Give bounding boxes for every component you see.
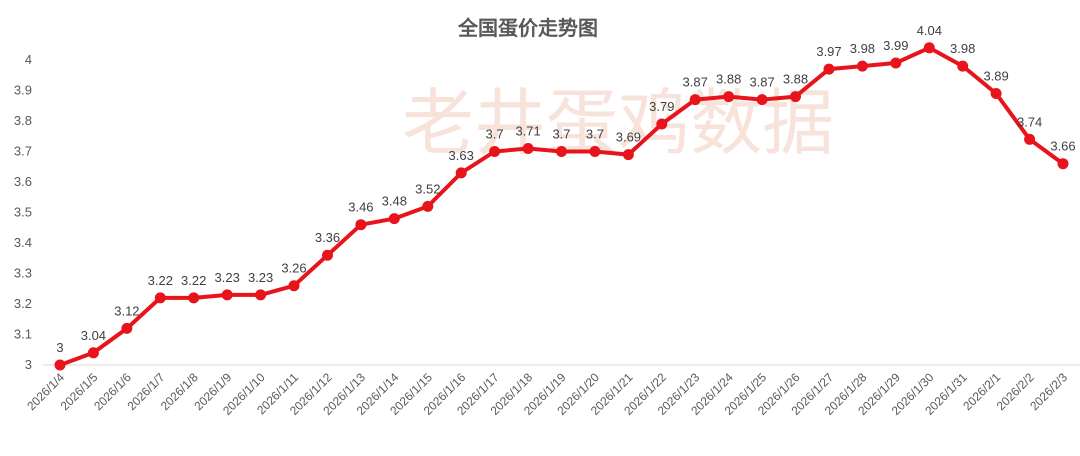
- data-point: [422, 200, 434, 212]
- y-tick-label: 3: [25, 357, 32, 372]
- y-tick-label: 3.9: [14, 83, 32, 98]
- data-label: 3.63: [449, 148, 474, 163]
- data-label: 3.88: [716, 72, 741, 87]
- data-point: [322, 249, 333, 261]
- data-label: 3.36: [315, 230, 340, 245]
- data-label: 3.87: [683, 75, 708, 90]
- data-label: 3.26: [281, 261, 306, 276]
- y-tick-label: 3.1: [14, 327, 32, 342]
- data-point: [355, 219, 367, 231]
- data-label: 3.66: [1050, 139, 1075, 154]
- y-tick-label: 3.3: [14, 266, 32, 281]
- data-point: [957, 60, 969, 72]
- plot-area: 3 3.04 3.12 3.22 3.22 3.23 3.23 3.26 3.36 3.46 3.4…: [54, 23, 1076, 371]
- data-point: [1057, 158, 1069, 170]
- data-point: [87, 347, 99, 359]
- data-point: [656, 118, 668, 130]
- data-label: 3.79: [649, 99, 674, 114]
- data-point: [689, 94, 701, 106]
- data-label: 3.52: [415, 181, 440, 196]
- data-point: [990, 88, 1002, 99]
- data-point: [1024, 133, 1036, 145]
- data-label: 3.46: [348, 200, 373, 215]
- data-label: 3.22: [181, 273, 206, 288]
- data-label: 3.23: [215, 270, 240, 285]
- data-label: 3.04: [81, 328, 106, 343]
- data-label: 3.71: [515, 124, 540, 139]
- data-point: [288, 280, 300, 292]
- data-label: 3.48: [382, 194, 407, 209]
- data-label: 3.7: [586, 127, 604, 142]
- data-point: [121, 322, 133, 334]
- data-point: [890, 57, 902, 69]
- data-point: [790, 91, 801, 103]
- data-label: 3.69: [616, 130, 641, 145]
- data-point: [856, 60, 868, 72]
- data-point: [255, 289, 267, 301]
- y-tick-label: 3.7: [14, 144, 32, 159]
- data-point: [221, 289, 233, 301]
- data-label: 4.04: [917, 23, 942, 38]
- data-label: 3: [56, 340, 63, 355]
- data-label: 3.22: [148, 273, 173, 288]
- data-point: [622, 149, 634, 161]
- y-tick-label: 3.2: [14, 296, 32, 311]
- data-point: [154, 292, 166, 304]
- data-label: 3.23: [248, 270, 273, 285]
- data-label: 3.74: [1017, 114, 1042, 129]
- chart-title: 全国蛋价走势图: [457, 16, 598, 40]
- data-label: 3.99: [883, 38, 908, 53]
- data-point: [756, 94, 768, 106]
- data-label: 3.87: [749, 75, 774, 90]
- data-point: [723, 91, 735, 103]
- data-point: [589, 146, 601, 157]
- x-tick-label: 2026/2/3: [1027, 370, 1070, 413]
- data-label: 3.7: [486, 127, 504, 142]
- data-label: 3.89: [983, 69, 1008, 84]
- x-axis: 2026/1/42026/1/52026/1/62026/1/72026/1/8…: [24, 364, 1080, 418]
- data-point: [556, 146, 567, 157]
- y-tick-label: 3.8: [14, 113, 32, 128]
- data-label: 3.7: [552, 127, 570, 142]
- data-point: [923, 42, 935, 54]
- data-point: [455, 167, 467, 179]
- data-point: [823, 63, 835, 75]
- y-axis: 3 3.1 3.2 3.3 3.4 3.5 3.6 3.7 3.8 3.9 4: [14, 52, 32, 372]
- data-label: 3.12: [114, 303, 139, 318]
- data-label: 3.97: [816, 44, 841, 59]
- y-tick-label: 3.5: [14, 205, 32, 220]
- y-tick-label: 3.4: [14, 235, 32, 250]
- y-tick-label: 4: [25, 52, 32, 67]
- y-tick-label: 3.6: [14, 174, 32, 189]
- data-point: [489, 146, 501, 157]
- data-label: 3.98: [950, 41, 975, 56]
- data-label: 3.88: [783, 72, 808, 87]
- data-point: [188, 292, 200, 304]
- data-label: 3.98: [850, 41, 875, 56]
- data-point: [388, 213, 400, 225]
- data-point: [522, 143, 534, 154]
- data-point: [54, 359, 66, 371]
